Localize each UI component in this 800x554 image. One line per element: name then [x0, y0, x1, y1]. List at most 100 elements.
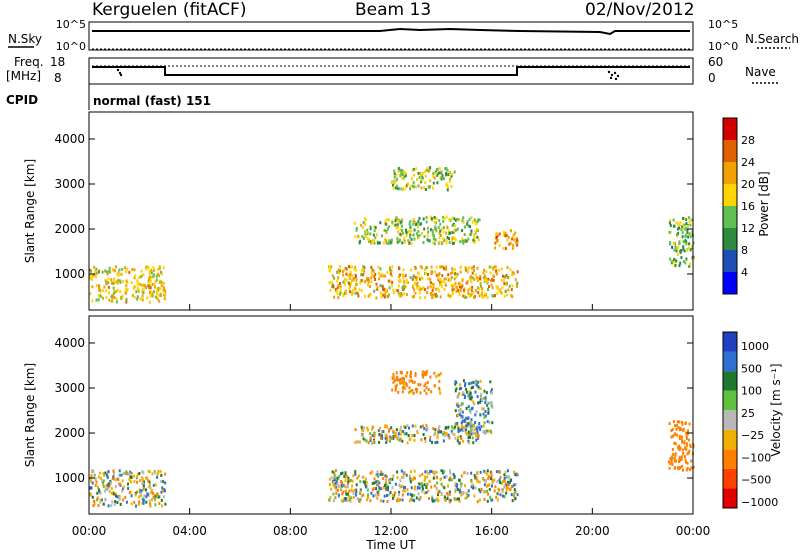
- power-echo-region: [89, 265, 167, 304]
- nave-label: Nave: [745, 65, 776, 79]
- velocity-y-label: Slant Range [km]: [23, 363, 37, 467]
- nsearch-tick-top: 10^5: [708, 18, 738, 31]
- velocity-colorbar: 1000 500 100 25 −25 −100 −500 −1000 Velocity [m…: [722, 331, 783, 509]
- velocity-colorbar-tick: 500: [741, 362, 762, 375]
- velocity-echo-region: [89, 469, 167, 508]
- velocity-colorbar-swatch: [723, 390, 737, 411]
- power-y-label: Slant Range [km]: [23, 159, 37, 263]
- nave-scatter: [116, 68, 620, 81]
- velocity-colorbar-tick: 1000: [741, 340, 769, 353]
- date-title: 02/Nov/2012: [585, 0, 695, 20]
- velocity-ytick-label: 4000: [54, 336, 85, 350]
- cpid-value: normal (fast) 151: [93, 94, 211, 108]
- nave-tick-bottom: 0: [708, 71, 716, 85]
- power-colorbar-tick: 12: [741, 222, 755, 235]
- power-ytick-label: 2000: [54, 222, 85, 236]
- x-tick-label: 00:00: [676, 524, 711, 538]
- x-tick-label: 00:00: [72, 524, 107, 538]
- freq-label: Freq.: [14, 55, 44, 69]
- velocity-colorbar-frame: [722, 331, 738, 509]
- nsky-series: [92, 27, 690, 36]
- nsky-tick-top: 10^5: [56, 18, 86, 31]
- velocity-colorbar-label: Velocity [m s⁻¹]: [769, 363, 783, 456]
- power-x-ticks: [88, 304, 694, 310]
- x-tick-label: 16:00: [474, 524, 509, 538]
- power-echo-region: [391, 166, 456, 192]
- power-colorbar-swatch: [723, 206, 737, 228]
- power-colorbar: 4 8 12 16 20 24 28 Power [dB]: [722, 117, 771, 295]
- velocity-colorbar-swatch: [723, 449, 737, 469]
- velocity-echoes: [89, 370, 695, 508]
- power-colorbar-tick: 4: [741, 266, 748, 279]
- velocity-ytick-label: 3000: [54, 381, 85, 395]
- power-y-axis: 1000 2000 3000 4000: [54, 132, 693, 281]
- velocity-colorbar-swatch: [723, 488, 737, 508]
- x-tick-label: 12:00: [374, 524, 409, 538]
- velocity-colorbar-tick: −1000: [741, 496, 778, 509]
- velocity-echo-region: [354, 424, 480, 445]
- power-colorbar-label: Power [dB]: [757, 171, 771, 236]
- power-echo-region: [353, 215, 481, 246]
- velocity-colorbar-swatch: [723, 332, 737, 352]
- velocity-colorbar-swatch: [723, 371, 737, 391]
- power-colorbar-frame: [722, 117, 738, 295]
- power-colorbar-swatch: [723, 118, 737, 140]
- power-colorbar-swatch: [723, 272, 737, 294]
- power-colorbar-swatch: [723, 162, 737, 184]
- velocity-colorbar-swatch: [723, 351, 737, 372]
- velocity-x-axis: 00:00 04:00 08:00 12:00 16:00 20:00 00:00: [72, 508, 711, 538]
- station-title: Kerguelen (fitACF): [92, 0, 247, 20]
- nave-tick-top: 60: [708, 55, 723, 69]
- x-tick-label: 04:00: [172, 524, 207, 538]
- velocity-colorbar-swatch: [723, 410, 737, 430]
- power-colorbar-tick: 8: [741, 244, 748, 257]
- nsky-tick-bottom: 10^0: [56, 40, 86, 53]
- x-axis-label: Time UT: [365, 538, 416, 552]
- power-colorbar-swatch: [723, 184, 737, 206]
- velocity-plot-bg: [89, 316, 693, 514]
- x-tick-label: 08:00: [273, 524, 308, 538]
- power-colorbar-tick: 16: [741, 200, 755, 213]
- power-ytick-label: 4000: [54, 132, 85, 146]
- velocity-colorbar-tick: 25: [741, 407, 755, 420]
- power-panel: 1000 2000 3000 4000 Slant Range [km]: [23, 111, 695, 311]
- power-colorbar-tick: 24: [741, 156, 755, 169]
- nsearch-tick-bottom: 10^0: [708, 40, 738, 53]
- velocity-y-axis: 1000 2000 3000 4000: [54, 336, 693, 485]
- velocity-colorbar-swatch: [723, 468, 737, 489]
- x-tick-label: 20:00: [575, 524, 610, 538]
- freq-tick-top: 18: [50, 55, 65, 69]
- power-colorbar-tick: 28: [741, 134, 755, 147]
- velocity-colorbar-tick: −25: [741, 429, 764, 442]
- power-echo-region: [494, 229, 519, 250]
- freq-series: [92, 66, 690, 76]
- power-colorbar-swatch: [723, 228, 737, 250]
- beam-title: Beam 13: [355, 0, 432, 20]
- velocity-colorbar-tick: −100: [741, 451, 771, 464]
- freq-tick-bottom: 8: [54, 71, 62, 85]
- velocity-colorbar-tick: 100: [741, 385, 762, 398]
- freq-panel: Freq. [MHz] 18 8 60 0 Nave: [6, 55, 778, 85]
- power-ytick-label: 1000: [54, 267, 85, 281]
- power-colorbar-swatch: [723, 140, 737, 162]
- power-echo-region: [668, 216, 695, 268]
- velocity-panel: 1000 2000 3000 4000 00:00 04:00 08:00 12:00 16:…: [23, 315, 711, 552]
- velocity-echo-region: [391, 370, 442, 396]
- power-colorbar-swatch: [723, 250, 737, 272]
- nsky-label: N.Sky: [8, 32, 42, 46]
- power-colorbar-tick: 20: [741, 178, 755, 191]
- power-echo-region: [328, 265, 519, 300]
- velocity-echo-region: [667, 420, 695, 472]
- velocity-echo-region: [328, 469, 519, 504]
- nsearch-label: N.Search: [745, 32, 799, 46]
- power-echoes: [89, 166, 695, 304]
- velocity-colorbar-swatch: [723, 429, 737, 450]
- power-ytick-label: 3000: [54, 177, 85, 191]
- cpid-label: CPID: [6, 93, 38, 107]
- velocity-colorbar-tick: −500: [741, 474, 771, 487]
- velocity-ytick-label: 1000: [54, 471, 85, 485]
- velocity-ytick-label: 2000: [54, 426, 85, 440]
- freq-unit: [MHz]: [6, 69, 41, 83]
- nsky-panel: N.Sky 10^5 10^0 10^5 10^0 N.Search: [8, 18, 799, 53]
